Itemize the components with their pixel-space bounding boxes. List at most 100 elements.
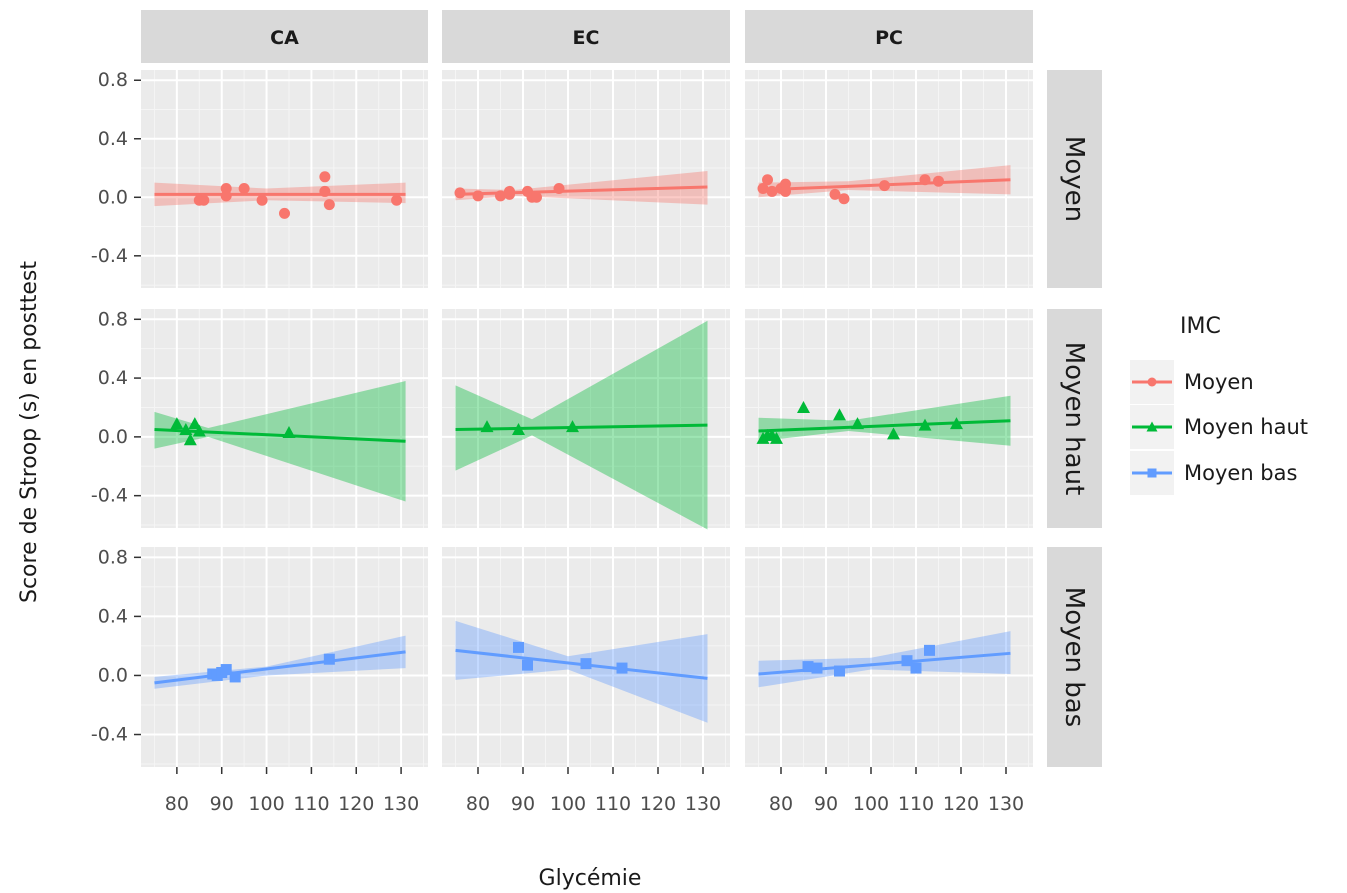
column-strip-label: CA — [270, 27, 299, 49]
y-tick-label: 0.0 — [98, 664, 128, 686]
data-point — [924, 644, 935, 656]
y-tick-label: 0.8 — [98, 308, 128, 330]
row-strip-bg — [1047, 309, 1102, 528]
panel-1-2 — [745, 309, 1033, 528]
y-tick-label: 0.0 — [98, 186, 128, 208]
panel-0-2 — [745, 70, 1033, 288]
regression-line — [154, 650, 406, 685]
data-point — [811, 662, 823, 674]
y-tick-label: 0.4 — [98, 367, 128, 389]
data-point — [229, 671, 241, 683]
data-point — [531, 191, 542, 203]
panel-bg — [745, 547, 1033, 767]
x-tick-label: 130 — [988, 793, 1024, 815]
data-point — [802, 661, 814, 673]
panel-2-1 — [442, 547, 730, 767]
data-point — [472, 190, 484, 202]
y-tick-label: -0.4 — [91, 724, 128, 746]
data-point — [319, 171, 331, 183]
regression-line — [455, 423, 708, 432]
y-tick-label: 0.4 — [98, 128, 128, 150]
panel-bg — [442, 70, 730, 288]
y-axis-title: Score de Stroop (s) en posttest — [17, 261, 42, 603]
legend-label: Moyen — [1184, 370, 1254, 394]
y-tick-label: -0.4 — [91, 485, 128, 507]
data-point — [319, 185, 331, 197]
panel-bg — [141, 547, 428, 767]
legend-label: Moyen bas — [1184, 461, 1297, 485]
data-point — [616, 662, 628, 674]
x-tick-label: 100 — [248, 793, 284, 815]
row-strip-label: Moyen bas — [1059, 587, 1089, 727]
data-point — [188, 417, 202, 430]
x-tick-label: 110 — [293, 793, 329, 815]
column-strip-bg — [141, 10, 428, 63]
row-strip-1: Moyen haut — [1047, 309, 1102, 528]
confidence-band — [455, 320, 708, 530]
column-strip-label: PC — [875, 27, 903, 49]
panel-2-0 — [141, 547, 428, 767]
panel-1-0 — [141, 309, 428, 528]
data-point — [220, 190, 232, 202]
data-point — [757, 183, 769, 195]
data-point — [323, 653, 335, 665]
legend-title: IMC — [1180, 314, 1221, 339]
row-strip-bg — [1047, 70, 1102, 288]
row-strip-label: Moyen haut — [1059, 342, 1089, 496]
x-tick-label: 130 — [383, 793, 419, 815]
regression-line — [758, 651, 1011, 676]
x-tick-label: 130 — [685, 793, 721, 815]
y-tick-label: 0.8 — [98, 546, 128, 568]
data-point — [323, 199, 335, 211]
x-tick-label: 120 — [640, 793, 676, 815]
legend-item: Moyen — [1130, 360, 1254, 404]
legend-key-marker — [1147, 468, 1157, 478]
data-point — [170, 417, 184, 430]
row-strip-bg — [1047, 547, 1102, 767]
x-tick-label: 90 — [814, 793, 838, 815]
data-point — [933, 175, 944, 187]
x-tick-label: 80 — [769, 793, 793, 815]
data-point — [797, 400, 810, 413]
data-point — [179, 423, 193, 436]
x-tick-label: 100 — [853, 793, 889, 815]
column-strip-ca: CA — [141, 10, 428, 63]
panel-bg — [745, 70, 1033, 288]
confidence-band — [154, 381, 406, 502]
data-point — [762, 174, 773, 186]
data-point — [901, 655, 913, 667]
data-point — [480, 420, 494, 433]
data-point — [566, 420, 579, 433]
data-point — [282, 425, 296, 438]
data-point — [919, 174, 931, 186]
x-tick-label: 110 — [595, 793, 631, 815]
row-strip-label: Moyen — [1059, 136, 1089, 222]
x-tick-label: 80 — [165, 793, 189, 815]
panel-bg — [141, 309, 428, 528]
panel-bg — [745, 309, 1033, 528]
data-point — [391, 194, 403, 206]
panel-1-1 — [442, 309, 730, 530]
x-tick-label: 110 — [898, 793, 934, 815]
panel-0-0 — [141, 70, 428, 288]
row-strip-0: Moyen — [1047, 70, 1102, 288]
x-tick-label: 90 — [511, 793, 535, 815]
data-point — [829, 188, 841, 200]
x-tick-label: 120 — [338, 793, 374, 815]
legend-label: Moyen haut — [1184, 415, 1308, 439]
column-strip-bg — [745, 10, 1033, 63]
data-point — [220, 664, 232, 676]
data-point — [918, 418, 932, 431]
data-point — [504, 188, 515, 200]
data-point — [198, 194, 210, 206]
data-point — [833, 408, 846, 421]
data-point — [513, 641, 524, 653]
data-point — [238, 183, 250, 195]
data-point — [770, 431, 783, 444]
y-tick-label: -0.4 — [91, 245, 128, 267]
panel-2-2 — [745, 547, 1033, 767]
confidence-band — [455, 170, 708, 205]
panel-bg — [141, 70, 428, 288]
data-point — [192, 424, 206, 437]
